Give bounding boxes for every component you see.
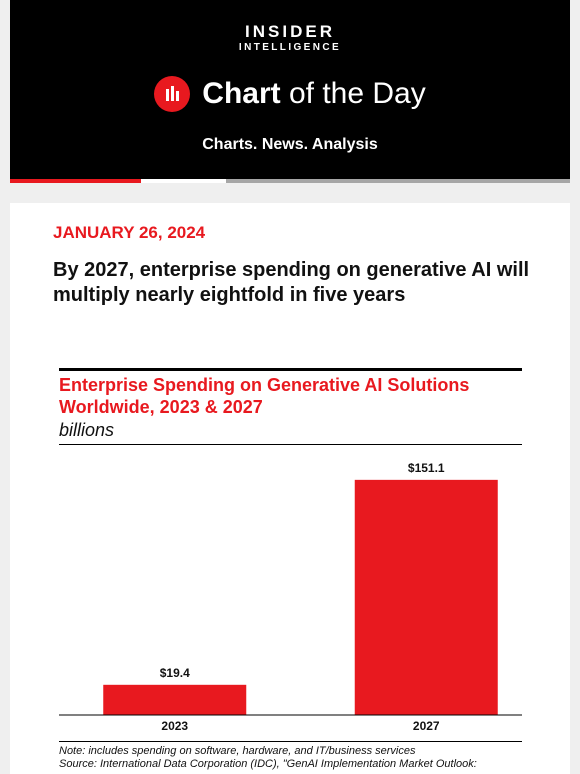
newsletter-header: INSIDER INTELLIGENCE Chart of the Day Ch…	[10, 0, 570, 183]
chart-title: Enterprise Spending on Generative AI Sol…	[59, 375, 470, 417]
logo-text: Chart of the Day	[202, 76, 425, 112]
logo-text-bold: Chart	[202, 77, 281, 110]
bar-chart-icon	[154, 76, 191, 112]
note-rule	[59, 741, 522, 742]
chart-of-the-day-logo: Chart of the Day	[10, 74, 570, 114]
chart: Enterprise Spending on Generative AI Sol…	[59, 368, 522, 774]
chart-note-text: Note: includes spending on software, har…	[59, 745, 416, 757]
bar-2023	[103, 684, 247, 715]
data-label-2027: $151.1	[408, 461, 445, 475]
chart-note: Note: includes spending on software, har…	[59, 745, 522, 771]
chart-plot: $19.4 2023 $151.1 2027	[59, 461, 522, 733]
chart-source-text: Source: International Data Corporation (…	[59, 758, 477, 770]
chart-top-rule	[59, 368, 522, 371]
x-tick-label-2027: 2027	[413, 719, 440, 733]
logo-text-light: of the Day	[280, 77, 426, 110]
chart-header-rule	[59, 444, 522, 445]
brand-name: INSIDER	[245, 22, 335, 41]
x-tick-label-2023: 2023	[161, 719, 188, 733]
article-date: JANUARY 26, 2024	[53, 223, 206, 242]
article-headline: By 2027, enterprise spending on generati…	[53, 259, 530, 306]
data-label-2023: $19.4	[160, 666, 190, 680]
article-card: JANUARY 26, 2024 By 2027, enterprise spe…	[10, 203, 570, 774]
tagline: Charts. News. Analysis	[202, 136, 378, 153]
brand-subname: INTELLIGENCE	[238, 42, 342, 53]
bar-2027	[354, 479, 498, 715]
header-accent-strip	[10, 179, 570, 183]
chart-unit: billions	[59, 420, 115, 440]
